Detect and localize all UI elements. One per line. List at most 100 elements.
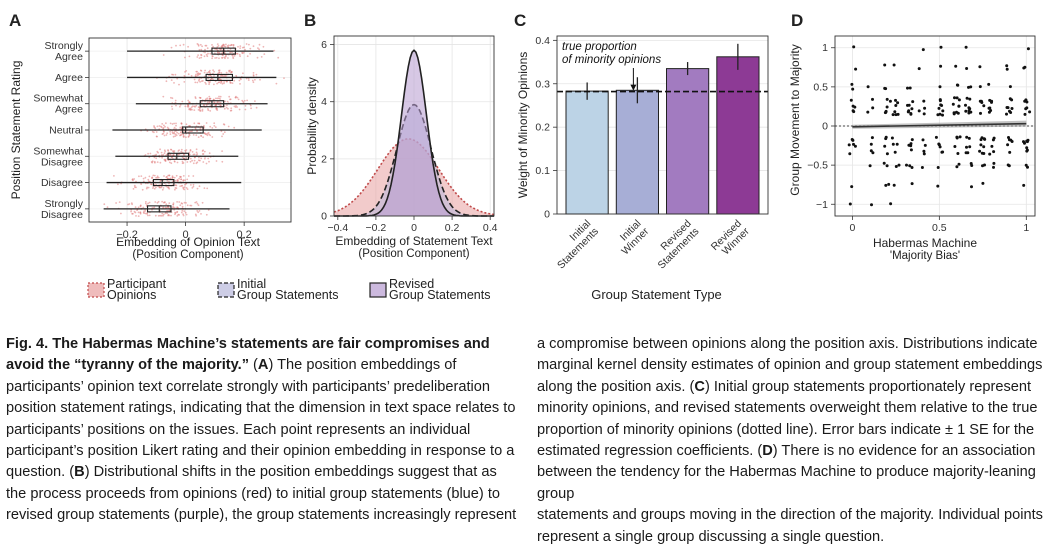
opinion-point	[221, 160, 224, 163]
group-point	[905, 163, 908, 167]
group-point	[992, 161, 996, 165]
opinion-point	[214, 126, 217, 129]
group-point	[893, 150, 897, 154]
opinion-point	[154, 127, 157, 130]
opinion-point	[151, 130, 154, 133]
x-tick-label: −0.2	[116, 229, 138, 241]
opinion-point	[142, 177, 145, 180]
legend-label: Participant Opinions	[107, 277, 167, 302]
opinion-point	[206, 134, 209, 137]
x-tick-label: 0	[411, 222, 417, 234]
opinion-point	[153, 160, 156, 163]
opinion-point	[188, 108, 191, 111]
opinion-point	[233, 79, 236, 82]
group-point	[964, 45, 968, 49]
opinion-point	[172, 202, 175, 205]
group-point	[964, 151, 968, 155]
opinion-point	[189, 157, 192, 160]
opinion-point	[169, 133, 172, 136]
opinion-point	[192, 175, 195, 177]
opinion-point	[223, 123, 226, 126]
group-point	[866, 85, 870, 89]
opinion-point	[248, 43, 250, 46]
opinion-point	[232, 44, 235, 47]
opinion-point	[218, 97, 220, 100]
opinion-point	[229, 69, 232, 72]
opinion-point	[137, 211, 140, 214]
opinion-point	[138, 175, 140, 178]
opinion-point	[198, 210, 201, 212]
opinion-point	[180, 202, 183, 205]
opinion-point	[200, 70, 203, 72]
group-point	[968, 97, 972, 101]
opinion-point	[226, 100, 229, 103]
opinion-point	[174, 213, 176, 216]
y-tick-label: Strongly Disagree	[41, 198, 84, 221]
x-tick-label: 0.2	[445, 222, 460, 234]
opinion-point	[179, 134, 181, 137]
group-point	[990, 100, 993, 104]
bar	[565, 90, 609, 215]
legend-swatch	[369, 282, 387, 298]
opinion-point	[190, 204, 193, 207]
opinion-point	[155, 176, 158, 179]
opinion-point	[130, 202, 133, 205]
opinion-point	[205, 162, 208, 165]
caption-line: marginal kernel density estimates of opi…	[537, 357, 1043, 374]
group-point	[848, 202, 852, 206]
opinion-point	[155, 186, 157, 189]
opinion-point	[227, 107, 229, 110]
group-point	[892, 183, 896, 187]
opinion-point	[153, 125, 155, 127]
opinion-point	[139, 204, 142, 207]
opinion-point	[202, 136, 205, 139]
group-point	[1024, 107, 1028, 111]
opinion-point	[172, 153, 175, 156]
opinion-point	[168, 161, 171, 164]
opinion-point	[150, 177, 153, 179]
group-point	[1025, 140, 1029, 144]
y-tick-label: 0.2	[535, 122, 550, 134]
opinion-point	[205, 122, 208, 124]
opinion-point	[193, 78, 196, 81]
opinion-point	[183, 81, 186, 83]
opinion-point	[233, 105, 236, 108]
opinion-point	[206, 55, 209, 58]
opinion-point	[133, 184, 136, 187]
group-point	[851, 87, 855, 91]
opinion-point	[195, 104, 198, 107]
opinion-point	[195, 151, 198, 154]
opinion-point	[168, 174, 171, 177]
opinion-point	[217, 69, 220, 72]
opinion-point	[170, 214, 172, 217]
opinion-point	[177, 132, 180, 135]
group-point	[969, 85, 973, 89]
group-point	[888, 99, 892, 103]
opinion-point	[160, 214, 163, 217]
opinion-point	[134, 206, 137, 209]
opinion-point	[153, 187, 156, 190]
x-axis-label: Habermas Machine	[873, 236, 977, 250]
group-point	[870, 136, 874, 140]
opinion-point	[275, 82, 278, 85]
opinion-point	[198, 57, 201, 59]
opinion-point	[159, 214, 162, 217]
opinion-point	[244, 48, 246, 51]
caption-line: the process proceeds from opinions (red)…	[6, 485, 500, 502]
panel-c-frame	[556, 35, 769, 215]
opinion-point	[229, 109, 232, 112]
x-tick-label: 0.4	[483, 222, 498, 234]
opinion-point	[213, 83, 215, 86]
group-point	[917, 67, 921, 71]
group-point	[978, 85, 982, 89]
opinion-point	[199, 43, 202, 46]
opinion-point	[194, 81, 197, 84]
opinion-point	[231, 71, 233, 73]
opinion-point	[227, 44, 230, 47]
opinion-point	[165, 80, 168, 83]
opinion-point	[207, 131, 210, 134]
opinion-point	[198, 49, 201, 51]
opinion-point	[162, 127, 165, 129]
opinion-point	[163, 124, 165, 127]
group-point	[871, 151, 875, 155]
